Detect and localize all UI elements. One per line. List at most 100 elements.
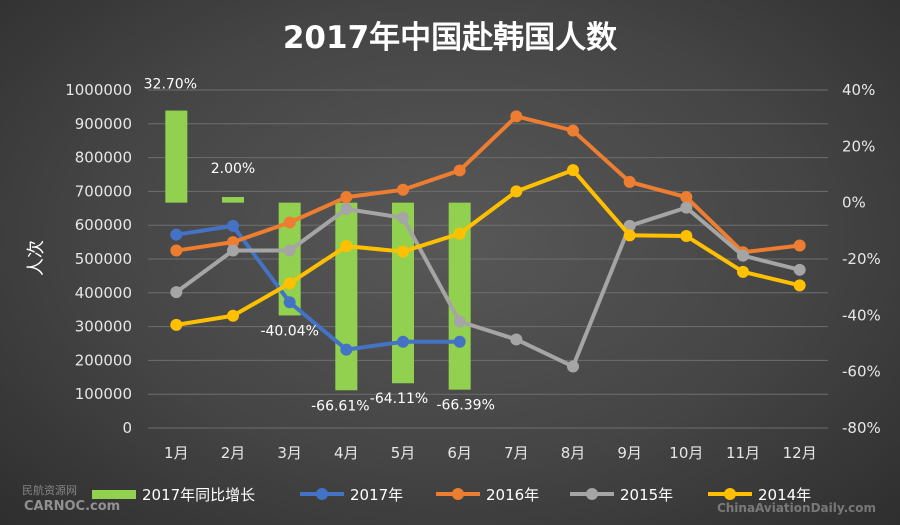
bar-data-label: -40.04% bbox=[260, 323, 318, 339]
series-point bbox=[567, 164, 579, 177]
legend-label: 2015年 bbox=[620, 486, 673, 504]
series-point bbox=[283, 296, 296, 309]
x-tick-label: 10月 bbox=[669, 444, 703, 462]
series-point bbox=[510, 185, 523, 198]
series-point bbox=[340, 202, 353, 215]
series-line bbox=[176, 168, 801, 327]
growth-bar bbox=[222, 197, 244, 203]
bar-data-label: 2.00% bbox=[211, 161, 255, 177]
legend-label: 2016年 bbox=[486, 486, 539, 504]
series-point bbox=[567, 360, 579, 373]
legend-swatch bbox=[92, 490, 136, 499]
carnoc-watermark: 民航资源网 CARNOC.com ChinaAviationDaily.com bbox=[22, 483, 876, 515]
y-tick-label: 400000 bbox=[75, 284, 132, 302]
series-point bbox=[453, 227, 466, 240]
series-point bbox=[737, 249, 749, 262]
y-tick-label: 1000000 bbox=[65, 81, 132, 99]
legend-marker bbox=[586, 488, 598, 500]
y-axis-left: 0 100000 200000 300000 400000 500000 600000 700… bbox=[65, 81, 132, 437]
series-point bbox=[680, 230, 693, 243]
series-point bbox=[453, 164, 466, 177]
y-tick-label: 200000 bbox=[75, 351, 132, 369]
y2-tick-label: 40% bbox=[842, 81, 875, 99]
series-point bbox=[567, 124, 579, 137]
y-tick-label: 100000 bbox=[75, 385, 132, 403]
y2-tick-label: -80% bbox=[842, 419, 881, 437]
series-point bbox=[283, 244, 296, 257]
legend-marker bbox=[724, 488, 736, 500]
y2-tick-label: -40% bbox=[842, 306, 881, 324]
x-tick-label: 7月 bbox=[504, 444, 529, 462]
series-point bbox=[227, 309, 239, 322]
growth-labels: 32.70% 2.00% -40.04% -66.61% -64.11% -66.39% bbox=[144, 77, 495, 415]
legend-label: 2017年 bbox=[350, 486, 403, 504]
series-point bbox=[793, 239, 806, 252]
growth-bar bbox=[165, 110, 188, 203]
watermark-right: ChinaAviationDaily.com bbox=[717, 501, 876, 515]
y2-tick-label: -60% bbox=[842, 363, 881, 381]
y-axis-title: 人次 bbox=[26, 240, 47, 276]
growth-bars bbox=[165, 110, 471, 391]
line-series bbox=[170, 110, 806, 373]
x-tick-label: 9月 bbox=[617, 444, 642, 462]
bar-data-label: -64.11% bbox=[370, 391, 428, 407]
y-tick-label: 600000 bbox=[75, 216, 132, 234]
x-tick-label: 5月 bbox=[391, 444, 416, 462]
series-point bbox=[283, 216, 296, 229]
watermark-logo-en: CARNOC.com bbox=[24, 499, 120, 514]
bar-data-label: -66.61% bbox=[311, 398, 369, 414]
gridlines bbox=[148, 89, 828, 429]
legend-marker bbox=[316, 488, 328, 500]
bar-data-label: -66.39% bbox=[436, 398, 494, 414]
x-tick-label: 12月 bbox=[783, 444, 817, 462]
watermark-logo-cn: 民航资源网 bbox=[22, 483, 77, 497]
x-tick-label: 4月 bbox=[334, 444, 359, 462]
series-point bbox=[227, 244, 239, 257]
y2-tick-label: 20% bbox=[842, 137, 875, 155]
y2-tick-label: -20% bbox=[842, 250, 881, 268]
series-point bbox=[623, 175, 636, 188]
y2-tick-label: 0% bbox=[842, 194, 866, 212]
series-line bbox=[175, 205, 801, 369]
series-point bbox=[737, 265, 749, 278]
series-line bbox=[176, 114, 800, 255]
series-point bbox=[340, 343, 353, 356]
y-tick-label: 900000 bbox=[75, 115, 132, 133]
series-point bbox=[623, 229, 636, 242]
growth-bar bbox=[335, 202, 358, 391]
series-point bbox=[793, 263, 806, 276]
series-point bbox=[227, 236, 239, 249]
series-point bbox=[340, 191, 353, 204]
x-tick-label: 2月 bbox=[221, 444, 246, 462]
x-tick-label: 3月 bbox=[277, 444, 302, 462]
series-line bbox=[176, 223, 460, 352]
y-tick-label: 700000 bbox=[75, 182, 132, 200]
series-point bbox=[397, 183, 409, 196]
series-point bbox=[453, 335, 466, 348]
x-tick-label: 6月 bbox=[447, 444, 472, 462]
y-tick-label: 500000 bbox=[75, 250, 132, 268]
x-tick-label: 8月 bbox=[561, 444, 586, 462]
x-tick-label: 1月 bbox=[164, 444, 189, 462]
legend-marker bbox=[452, 488, 464, 500]
x-tick-label: 11月 bbox=[726, 444, 760, 462]
series-point bbox=[453, 315, 466, 328]
series-point bbox=[397, 211, 409, 224]
series-point bbox=[793, 279, 806, 292]
series-point bbox=[510, 333, 523, 346]
x-axis: 1月 2月 3月 4月 5月 6月 7月 8月 9月 10月 11月 12月 bbox=[164, 444, 817, 462]
series-point bbox=[170, 228, 183, 241]
series-point bbox=[397, 335, 409, 348]
series-point bbox=[227, 219, 239, 232]
legend: 2017年同比增长 2017年 2016年 2015年 2014年 bbox=[92, 486, 811, 504]
y-tick-label: 0 bbox=[122, 419, 132, 437]
series-point bbox=[510, 110, 523, 123]
y-axis-right: -80% -60% -40% -20% 0% 20% 40% bbox=[842, 81, 881, 437]
series-point bbox=[397, 245, 409, 258]
legend-label: 2014年 bbox=[758, 486, 811, 504]
bar-data-label: 32.70% bbox=[144, 77, 197, 93]
series-point bbox=[340, 240, 353, 253]
series-point bbox=[680, 201, 693, 214]
chart-title: 2017年中国赴韩国人数 bbox=[283, 20, 617, 56]
